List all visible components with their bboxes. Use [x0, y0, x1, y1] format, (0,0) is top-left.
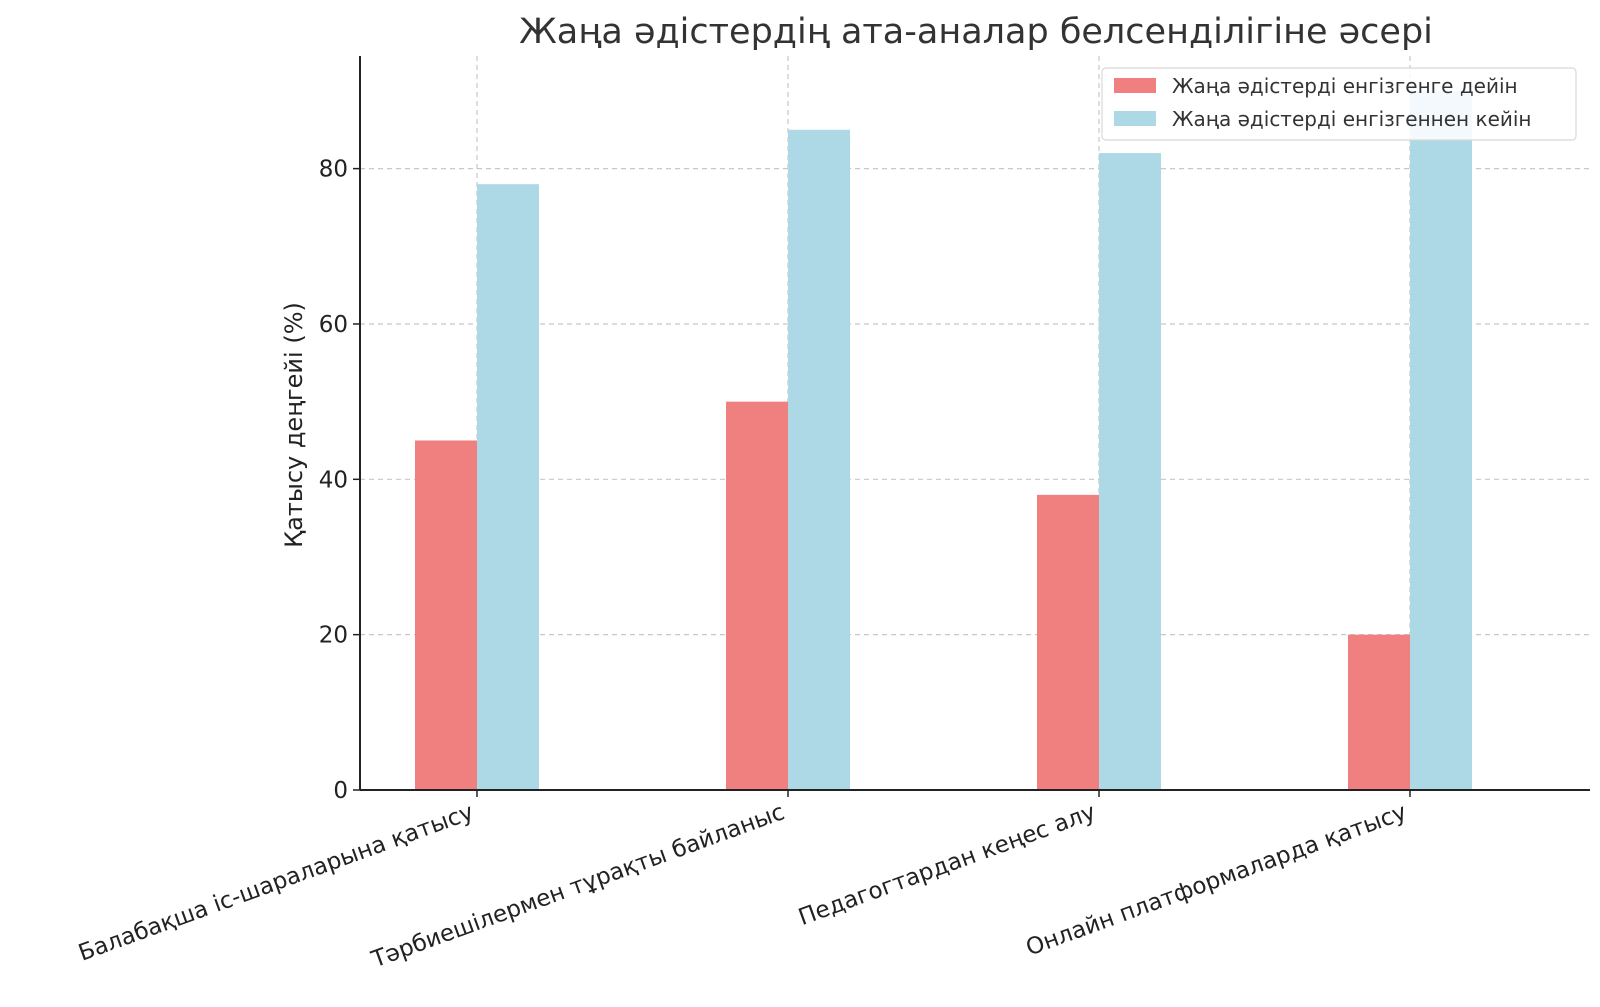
- chart-title: Жаңа әдістердің ата-аналар белсенділігін…: [519, 12, 1433, 52]
- legend-swatch: [1114, 111, 1156, 126]
- legend-label: Жаңа әдістерді енгізгенге дейін: [1172, 74, 1518, 98]
- y-tick-label: 80: [319, 157, 348, 183]
- y-axis-label: Қатысу деңгейі (%): [280, 302, 308, 548]
- bar-after: [1410, 90, 1472, 790]
- bar-before: [1348, 634, 1410, 790]
- legend-swatch: [1114, 78, 1156, 93]
- bar-after: [477, 184, 539, 790]
- grid-lines: [360, 56, 1590, 790]
- bar-before: [415, 440, 477, 790]
- axes: [353, 56, 1590, 797]
- y-tick-label: 20: [319, 623, 348, 649]
- legend: Жаңа әдістерді енгізгенге дейін Жаңа әдіс…: [1101, 67, 1577, 141]
- bar-before: [726, 401, 788, 790]
- y-tick-label: 60: [319, 312, 348, 338]
- legend-box: [1101, 67, 1577, 141]
- y-tick-label: 40: [319, 467, 348, 493]
- y-tick-label: 0: [333, 778, 348, 804]
- legend-label: Жаңа әдістерді енгізгеннен кейін: [1172, 107, 1532, 131]
- bar-before: [1037, 494, 1099, 790]
- bar-after: [1099, 153, 1161, 790]
- bar-after: [788, 129, 850, 791]
- bars: [415, 90, 1472, 791]
- x-tick-label: Педагогтардан кеңес алу: [795, 799, 1099, 931]
